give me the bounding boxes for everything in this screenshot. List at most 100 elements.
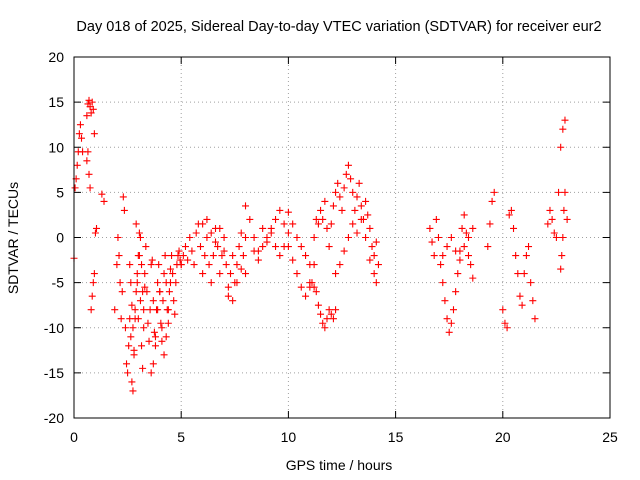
data-point (561, 116, 569, 124)
data-point (205, 261, 213, 269)
data-point (186, 234, 194, 241)
data-point (190, 261, 198, 269)
data-point (351, 206, 359, 214)
data-point (78, 134, 86, 142)
data-point (560, 206, 568, 214)
data-point (83, 157, 91, 165)
data-point (147, 369, 155, 377)
data-point (510, 224, 518, 232)
y-tick-label: -20 (44, 410, 64, 426)
data-point (154, 306, 162, 314)
data-point (289, 256, 297, 264)
data-point (469, 274, 477, 282)
data-point (310, 283, 318, 291)
data-point (332, 188, 340, 196)
data-point (87, 306, 95, 314)
data-point (116, 279, 124, 287)
y-tick-label: -15 (44, 365, 64, 381)
data-point (426, 224, 434, 232)
data-point (139, 288, 147, 296)
x-axis-title: GPS time / hours (286, 457, 393, 473)
data-point (160, 270, 168, 278)
data-point (520, 270, 528, 278)
data-point (242, 202, 250, 210)
grid-lines (74, 57, 610, 418)
data-point (558, 252, 566, 260)
data-point (323, 224, 331, 232)
data-point (85, 96, 93, 104)
x-tick-label: 15 (388, 429, 404, 445)
data-point (90, 130, 98, 138)
data-point (329, 202, 337, 210)
data-point (220, 234, 228, 241)
data-point (469, 224, 477, 232)
y-tick-label: -10 (44, 320, 64, 336)
data-point (353, 229, 361, 237)
data-point (90, 270, 98, 278)
data-point (88, 98, 96, 106)
data-point (284, 229, 292, 237)
data-point (169, 270, 177, 278)
data-point (366, 224, 374, 232)
data-point (149, 297, 157, 305)
data-point (203, 234, 211, 241)
data-point (355, 179, 363, 187)
data-point (559, 125, 567, 133)
data-point (114, 234, 122, 241)
data-point (332, 270, 340, 278)
data-point (332, 306, 340, 314)
data-point (460, 243, 468, 251)
data-point (272, 215, 280, 223)
data-point (166, 265, 174, 273)
data-point (250, 247, 258, 255)
data-point (321, 197, 329, 205)
data-point (88, 292, 96, 300)
data-point (212, 238, 220, 246)
data-point (179, 252, 187, 260)
x-tick-label: 5 (177, 429, 185, 445)
data-point (86, 184, 94, 192)
axes: 0 5 10 15 20 25 -20 -15 -10 -5 0 5 10 15 20 (44, 49, 618, 445)
data-point (561, 188, 569, 196)
data-point (267, 224, 275, 232)
data-point (203, 215, 211, 223)
data-point (505, 211, 513, 219)
data-point (75, 130, 83, 138)
data-point (430, 252, 438, 260)
data-point (308, 279, 316, 287)
data-point (91, 229, 99, 237)
data-point (220, 247, 228, 255)
data-point (368, 243, 376, 251)
data-point (458, 224, 466, 232)
data-point (284, 243, 292, 251)
data-point (140, 306, 148, 314)
data-point (184, 256, 192, 264)
data-point (130, 346, 138, 354)
data-point (136, 234, 144, 241)
y-tick-label: 20 (48, 49, 64, 65)
data-point (353, 193, 361, 201)
data-point (276, 206, 284, 214)
data-point (242, 234, 250, 241)
data-point (527, 279, 535, 287)
data-point (499, 306, 507, 314)
data-point (321, 324, 329, 332)
data-point (518, 301, 526, 309)
data-point (372, 238, 380, 246)
data-point (159, 297, 167, 305)
data-point (76, 121, 84, 129)
data-point (302, 252, 310, 260)
data-point (310, 261, 318, 269)
x-tick-label: 0 (70, 429, 78, 445)
data-point (449, 306, 457, 314)
data-point (133, 270, 141, 278)
data-point (357, 202, 365, 210)
data-point (456, 256, 464, 264)
data-point (207, 279, 215, 287)
data-point (192, 229, 200, 237)
data-point (327, 220, 335, 228)
data-point (437, 261, 445, 269)
data-point (138, 261, 146, 269)
data-point (347, 175, 355, 183)
